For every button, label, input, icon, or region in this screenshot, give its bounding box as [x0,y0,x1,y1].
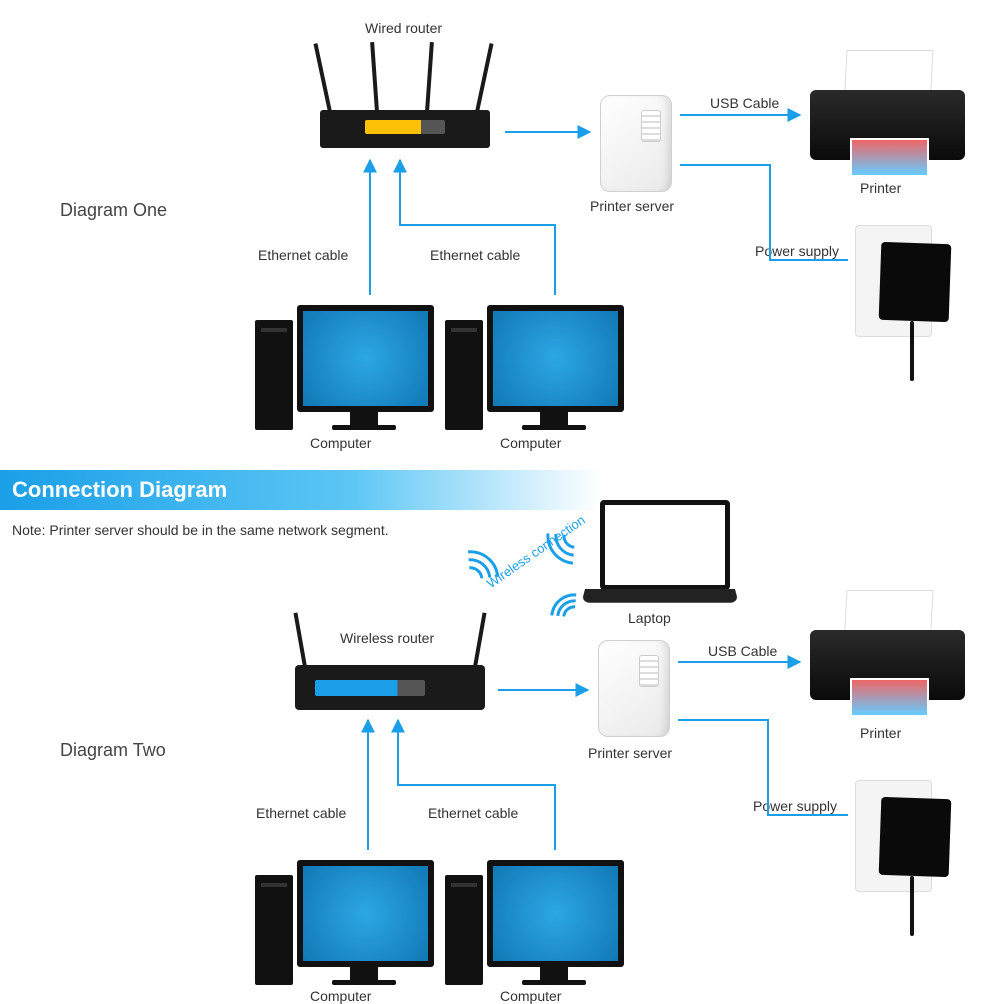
computer-icon-1b [445,300,615,430]
section-one-title: Diagram One [60,200,167,221]
print-server-icon-2 [598,640,670,737]
printserver-label-2: Printer server [588,745,672,761]
printer-icon-1 [810,60,965,180]
section-two-title: Diagram Two [60,740,166,761]
computer-label-2a: Computer [310,988,371,1004]
print-server-icon-1 [600,95,672,192]
computer-icon-2b [445,855,615,985]
banner-note: Note: Printer server should be in the sa… [12,522,389,538]
eth-label-1b: Ethernet cable [430,247,520,263]
computer-icon-2a [255,855,425,985]
eth-label-2a: Ethernet cable [256,805,346,821]
computer-label-1b: Computer [500,435,561,451]
power-label-2: Power supply [753,798,837,814]
wired-router-icon [320,110,490,148]
banner: Connection Diagram [0,470,1000,510]
power-adapter-icon-2 [855,770,985,900]
power-label-1: Power supply [755,243,839,259]
computer-label-1a: Computer [310,435,371,451]
laptop-icon [585,500,735,605]
usb-label-1: USB Cable [710,95,779,111]
eth-label-1a: Ethernet cable [258,247,348,263]
laptop-label: Laptop [628,610,671,626]
computer-label-2b: Computer [500,988,561,1004]
computer-icon-1a [255,300,425,430]
router-label-2: Wireless router [340,630,434,646]
wireless-router-icon [295,665,485,710]
printer-label-1: Printer [860,180,901,196]
printserver-label-1: Printer server [590,198,674,214]
usb-label-2: USB Cable [708,643,777,659]
eth-label-2b: Ethernet cable [428,805,518,821]
printer-label-2: Printer [860,725,901,741]
banner-title: Connection Diagram [12,477,227,503]
printer-icon-2 [810,600,965,720]
power-adapter-icon-1 [855,215,985,345]
router-label-1: Wired router [365,20,442,36]
